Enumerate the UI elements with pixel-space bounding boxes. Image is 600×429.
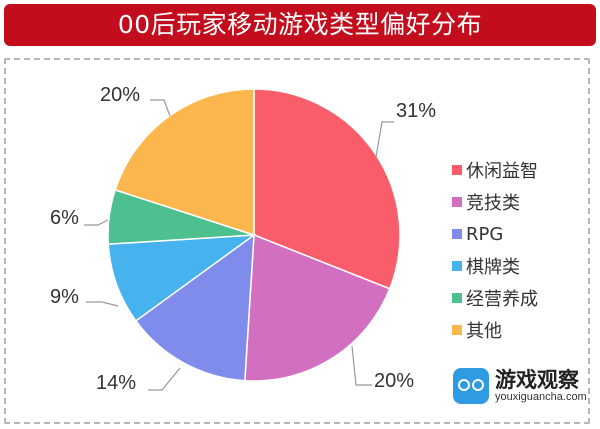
slice-label-other: 20% [100, 84, 141, 106]
pie-slice-2 [134, 233, 255, 382]
pie-slice-1 [244, 233, 391, 382]
legend-item-casual: 休闲益智 [452, 154, 538, 186]
chart-frame [4, 58, 590, 424]
legend-item-simulation: 经营养成 [452, 282, 538, 314]
legend-swatch [452, 229, 462, 239]
slice-label-competitive: 20% [374, 370, 415, 392]
legend-item-other: 其他 [452, 314, 538, 346]
leader-line-5 [84, 219, 109, 226]
slice-label-simulation: 6% [50, 207, 79, 229]
watermark-logo: 游戏观察 youxiguancha.com [453, 368, 587, 404]
leader-line-3 [148, 367, 181, 391]
pie-slice-5 [114, 88, 255, 237]
legend-swatch [452, 165, 462, 175]
watermark-name: 游戏观察 [495, 368, 579, 392]
legend-swatch [452, 261, 462, 271]
leader-line-6 [150, 99, 171, 117]
legend-item-board: 棋牌类 [452, 250, 538, 282]
pie-slice-3 [107, 234, 257, 322]
gamepad-icon [453, 368, 489, 404]
chart-title: 00后玩家移动游戏类型偏好分布 [4, 4, 596, 46]
legend-swatch [452, 325, 462, 335]
legend: 休闲益智 竞技类 RPG 棋牌类 经营养成 其他 [452, 154, 538, 346]
legend-swatch [452, 293, 462, 303]
legend-item-competitive: 竞技类 [452, 186, 538, 218]
slice-label-rpg: 14% [96, 372, 137, 394]
legend-swatch [452, 197, 462, 207]
pie-slice-0 [253, 88, 401, 290]
leader-line-2 [351, 345, 372, 386]
leader-line-1 [375, 121, 394, 158]
slice-label-casual: 31% [396, 100, 437, 122]
legend-item-rpg: RPG [452, 218, 538, 250]
slice-label-board: 9% [50, 286, 79, 308]
watermark-url: youxiguancha.com [495, 391, 587, 403]
leader-line-4 [86, 301, 119, 307]
